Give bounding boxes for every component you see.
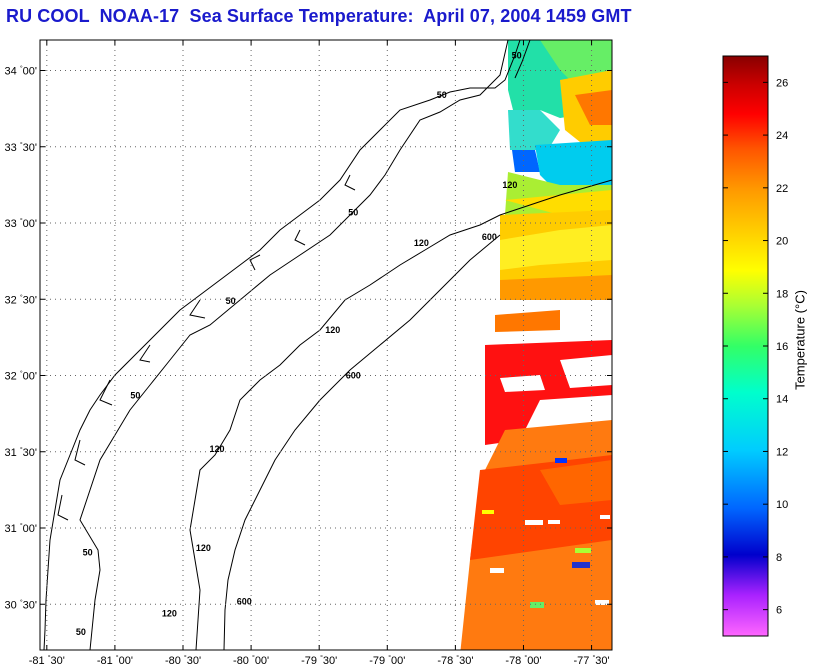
isobath-label: 600: [237, 596, 252, 606]
isobath-50: [79, 39, 509, 651]
isobath-label: 50: [130, 390, 140, 400]
sst-patch: [505, 190, 612, 215]
isobath-label: 50: [437, 90, 447, 100]
sst-patch: [482, 510, 494, 514]
isobath-label-group: 50 50 120 50 120 600 50 120 600 50 120 50 120 600 120 5…: [76, 50, 522, 636]
isobath-label: 50: [512, 50, 522, 60]
cloud-patch: [525, 520, 543, 525]
sst-patch: [500, 225, 612, 270]
isobath-label: 600: [482, 232, 497, 242]
isobath-600: [223, 234, 501, 651]
colorbar-tick-label: 10: [776, 499, 788, 511]
lat-tick-label: 31 °30': [5, 446, 37, 459]
graticule: [40, 40, 612, 650]
isobath-label: 600: [346, 371, 361, 381]
colorbar-tick-label: 20: [776, 236, 788, 248]
lon-tick-label: -81 °00': [97, 654, 133, 667]
sst-patch: [508, 110, 560, 150]
cloud-patch: [595, 600, 609, 605]
isobath-label: 120: [325, 325, 340, 335]
colorbar-tick-label: 14: [776, 394, 788, 406]
lat-tick-label: 32 °00': [5, 370, 37, 383]
lat-tick-label: 34 °00': [5, 65, 37, 78]
map-frame: [39, 39, 613, 651]
sst-patch: [540, 460, 612, 505]
isobath-label: 50: [83, 547, 93, 557]
sst-patch: [500, 275, 612, 300]
isobath-label: 50: [76, 627, 86, 637]
lon-tick-label: -80 °30': [165, 654, 201, 667]
isobath-label: 120: [210, 444, 225, 454]
lon-tick-label: -80 °00': [233, 654, 269, 667]
isobath-label: 120: [162, 608, 177, 618]
sst-patch: [495, 310, 560, 332]
cloud-patch: [490, 568, 504, 573]
isobath-label: 120: [502, 180, 517, 190]
lat-tick-label: 33 °00': [5, 217, 37, 230]
isobath-label: 50: [226, 296, 236, 306]
colorbar-tick-label: 6: [776, 605, 782, 617]
sst-patch: [555, 458, 567, 463]
cloud-patch: [600, 515, 610, 519]
colorbar-ticks: 26 24 22 20 18 16 14 12 10 8 6: [723, 77, 788, 617]
cloud-patch: [560, 355, 612, 388]
lon-tick-label: -78 °30': [437, 654, 473, 667]
coastline-islands: [57, 39, 531, 521]
lon-tick-label: -81 °30': [29, 654, 65, 667]
colorbar-tick-label: 18: [776, 288, 788, 300]
latitude-axis: 34 °00' 33 °30' 33 °00' 32 °30' 32 °00' 31 °3…: [5, 65, 612, 611]
sst-patch: [535, 140, 612, 195]
lat-tick-label: 33 °30': [5, 141, 37, 154]
lon-tick-label: -78 °00': [505, 654, 541, 667]
colorbar-tick-label: 22: [776, 183, 788, 195]
sst-patch: [575, 90, 612, 125]
sst-patch: [530, 602, 544, 608]
colorbar-tick-label: 24: [776, 130, 788, 142]
sst-patch: [575, 548, 591, 553]
colorbar-tick-label: 8: [776, 552, 782, 564]
isobath-label: 120: [414, 238, 429, 248]
coastline: [43, 39, 521, 651]
colorbar-title: Temperature (°C): [792, 290, 808, 390]
map-title: RU COOL NOAA-17 Sea Surface Temperature:…: [6, 6, 632, 26]
sst-patch: [512, 150, 540, 172]
cloud-patch: [500, 375, 545, 392]
colorbar-tick-label: 16: [776, 341, 788, 353]
lat-tick-label: 32 °30': [5, 293, 37, 306]
sst-swath-layer: [460, 40, 612, 650]
lat-tick-label: 31 °00': [5, 522, 37, 535]
sst-patch: [572, 562, 590, 568]
lat-tick-label: 30 °30': [5, 598, 37, 611]
lon-tick-label: -79 °30': [301, 654, 337, 667]
colorbar: [722, 55, 769, 637]
isobath-120: [189, 179, 613, 651]
colorbar-tick-label: 12: [776, 446, 788, 458]
cloud-patch: [548, 520, 560, 524]
lon-tick-label: -79 °00': [369, 654, 405, 667]
longitude-axis: -81 °30' -81 °00' -80 °30' -80 °00' -79 °30'…: [29, 40, 610, 667]
isobath-label: 120: [196, 543, 211, 553]
lon-tick-label: -77 °30': [574, 654, 610, 667]
isobath-label: 50: [348, 207, 358, 217]
colorbar-tick-label: 26: [776, 77, 788, 89]
